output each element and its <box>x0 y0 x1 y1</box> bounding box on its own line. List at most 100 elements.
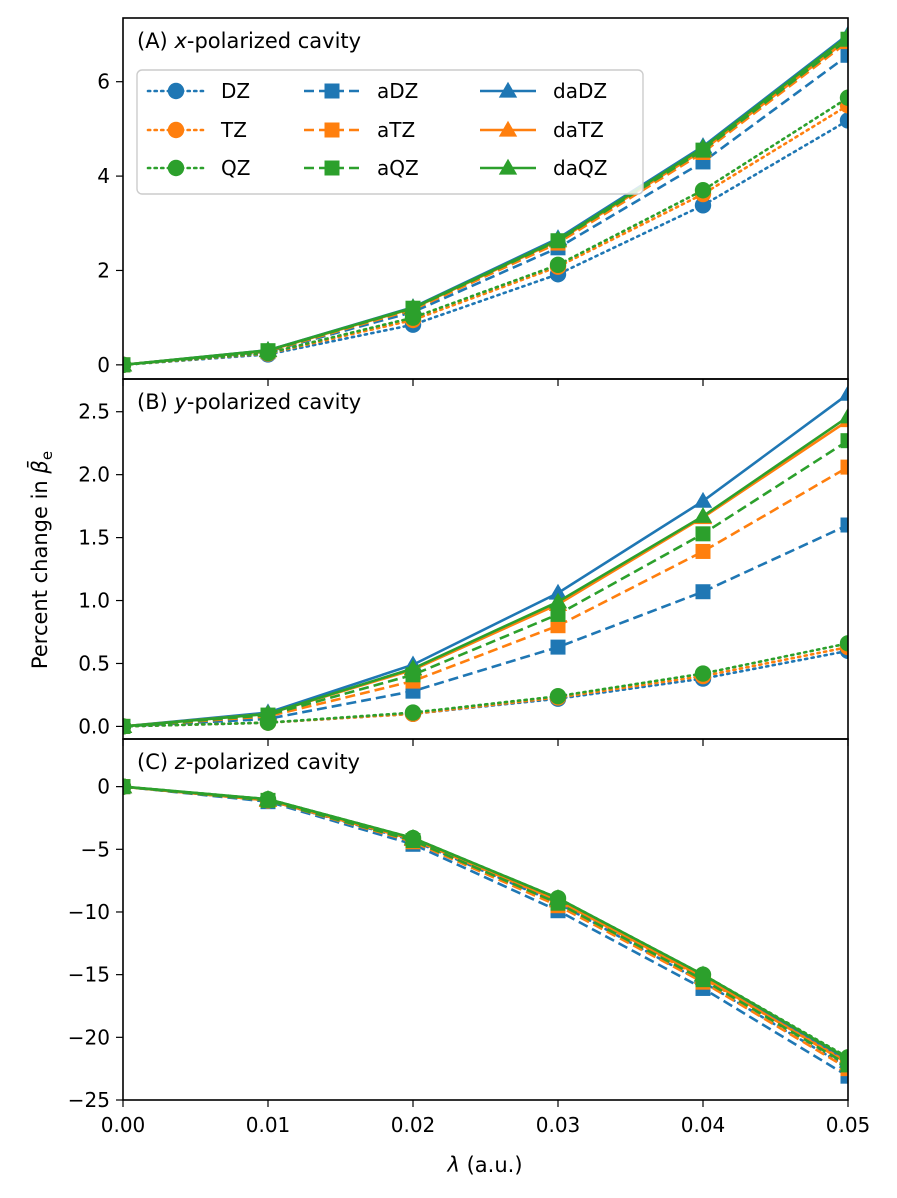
y-tick-label: 2 <box>97 258 110 282</box>
x-tick-label: 0.00 <box>101 1113 146 1137</box>
marker-daQZ <box>838 407 848 424</box>
panel-3: 0 −5 −10 −15 −20 −250.00 0.01 0.02 0.03 0.04 0.05 (… <box>68 738 871 1137</box>
marker-aQZ <box>550 606 566 622</box>
plot-area <box>123 25 848 374</box>
panel-title: (B) y-polarized cavity <box>137 390 361 414</box>
marker-daQZ <box>838 1049 848 1066</box>
marker-aTZ <box>695 543 711 559</box>
marker-QZ <box>839 89 848 106</box>
legend-item-aTZ: aTZ <box>304 118 415 142</box>
x-tick-label: 0.03 <box>536 1113 581 1137</box>
legend-marker <box>498 81 518 98</box>
y-tick-label: −10 <box>68 900 110 924</box>
marker-aDZ <box>840 1068 848 1084</box>
y-axis-label-sub: e <box>38 451 56 460</box>
panel-2: 0.0 0.5 1.0 1.5 2.0 2.5 (B) y-polarized cavity <box>78 378 849 746</box>
marker-daQZ <box>123 717 133 734</box>
legend-item-daTZ: daTZ <box>480 118 604 142</box>
y-tick-label: 0.0 <box>78 714 110 738</box>
legend-label: daQZ <box>553 156 607 180</box>
marker-QZ <box>694 665 712 682</box>
marker-daQZ <box>403 659 423 676</box>
series-line-QZ <box>123 642 848 728</box>
series-line-aQZ <box>123 785 848 1067</box>
legend-marker <box>167 82 185 100</box>
y-tick-label: 6 <box>97 70 110 94</box>
marker-aTZ <box>550 618 566 634</box>
y-tick-label: −25 <box>68 1088 110 1112</box>
series-line-daQZ <box>123 785 848 1060</box>
panel-title-rest: -polarized cavity <box>186 750 360 774</box>
x-tick-label: 0.05 <box>826 1113 871 1137</box>
y-tick-label: 1.0 <box>78 589 110 613</box>
series-line-aTZ <box>123 465 848 728</box>
panel-title: (A) x-polarized cavity <box>137 29 361 53</box>
series-line-daTZ <box>123 785 848 1065</box>
panel-title: (C) z-polarized cavity <box>137 750 360 774</box>
series-line-TZ <box>123 785 848 1064</box>
series-line-DZ <box>123 785 848 1069</box>
y-tick-label: 1.5 <box>78 526 110 550</box>
panel-1: 0 2 4 6 (A) x-polarized cavity <box>97 17 849 386</box>
legend-box <box>136 69 644 195</box>
marker-daQZ <box>123 355 133 372</box>
marker-QZ <box>839 635 848 652</box>
panel-label: (A) <box>137 29 174 53</box>
series-line-QZ <box>123 96 848 367</box>
legend-label: QZ <box>221 156 250 180</box>
marker-daQZ <box>548 230 568 247</box>
legend-label: aTZ <box>377 118 415 142</box>
panel-label: (B) <box>137 390 174 414</box>
legend-item-aDZ: aDZ <box>304 79 418 103</box>
series-line-aDZ <box>123 523 848 728</box>
axes-frame <box>122 738 849 1101</box>
x-tick-label: 0.02 <box>391 1113 436 1137</box>
y-tick-label: −15 <box>68 963 110 987</box>
marker-aDZ <box>840 47 848 63</box>
marker-daQZ <box>838 26 848 43</box>
series-line-daDZ <box>123 393 848 728</box>
marker-DZ <box>839 112 848 129</box>
x-axis-label-unit: (a.u.) <box>460 1153 523 1177</box>
y-tick-label: 0.5 <box>78 651 110 675</box>
panel-title-var: x <box>173 29 187 53</box>
legend-label: daTZ <box>553 118 604 142</box>
y-tick-label: −20 <box>68 1025 110 1049</box>
panel-title-var: y <box>173 390 187 414</box>
series-line-daTZ <box>123 419 848 728</box>
panel-title-rest: -polarized cavity <box>187 390 361 414</box>
x-axis-label: λ (a.u.) <box>446 1153 522 1177</box>
legend: DZ TZ QZ aDZ aTZ aQZ daDZ daTZ daQZ <box>136 69 644 195</box>
panel-title-rest: -polarized cavity <box>187 29 361 53</box>
marker-aDZ <box>840 517 848 533</box>
legend-label: TZ <box>220 118 247 142</box>
marker-aDZ <box>695 584 711 600</box>
y-tick-label: −5 <box>81 837 110 861</box>
legend-label: aQZ <box>377 156 419 180</box>
plot-area <box>123 777 848 1084</box>
y-tick-label: 0 <box>97 775 110 799</box>
series-line-aDZ <box>123 785 848 1078</box>
marker-daQZ <box>693 138 713 155</box>
x-tick-label: 0.04 <box>681 1113 726 1137</box>
series-line-daQZ <box>123 34 848 367</box>
plot-area <box>123 384 848 735</box>
x-tick-label: 0.01 <box>246 1113 291 1137</box>
marker-daQZ <box>693 965 713 982</box>
marker-daQZ <box>123 777 133 794</box>
legend-marker <box>167 159 185 177</box>
panel-label: (C) <box>137 750 175 774</box>
marker-aDZ <box>550 639 566 655</box>
series-line-TZ <box>123 645 848 728</box>
marker-aQZ <box>695 526 711 542</box>
y-tick-label: 4 <box>97 164 110 188</box>
legend-marker <box>498 120 518 137</box>
axes-frame <box>122 378 849 740</box>
legend-marker <box>324 160 340 176</box>
y-tick-label: 2.5 <box>78 400 110 424</box>
marker-daQZ <box>403 828 423 845</box>
series-line-daDZ <box>123 785 848 1063</box>
marker-QZ <box>694 182 712 199</box>
marker-daQZ <box>258 789 278 806</box>
